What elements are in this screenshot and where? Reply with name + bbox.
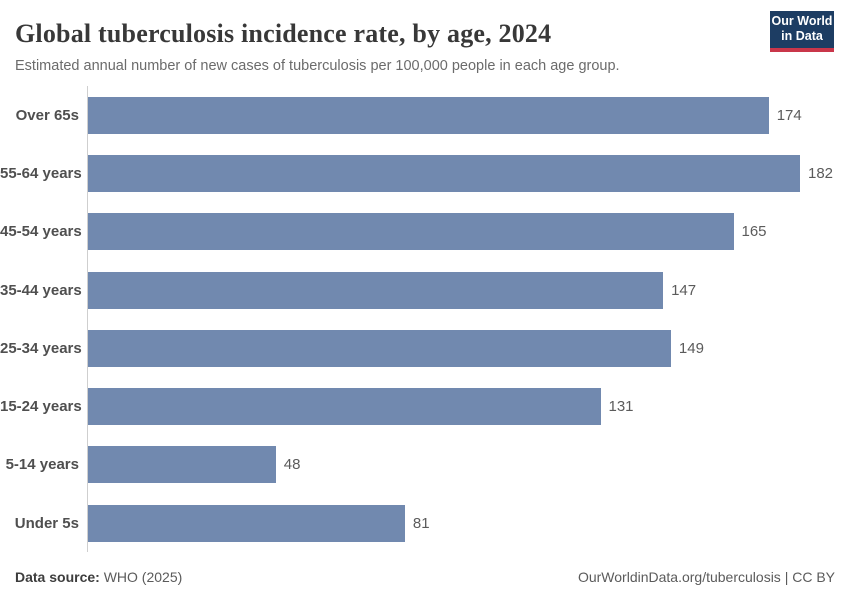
category-label: 55-64 years: [0, 164, 82, 182]
chart-title: Global tuberculosis incidence rate, by a…: [15, 19, 552, 48]
data-source: Data source: WHO (2025): [15, 569, 182, 585]
bar-row: 55-64 years 182: [0, 144, 850, 203]
category-label: 5-14 years: [5, 456, 79, 474]
bar-row: 35-44 years 147: [0, 260, 850, 320]
bar-chart: Over 65s 174 55-64 years 182 45-54 years 165 3…: [0, 86, 850, 553]
bar-track: 147: [87, 260, 850, 320]
bar-track: 165: [87, 202, 850, 261]
bar-track: 182: [87, 144, 850, 203]
value-label: 165: [741, 223, 767, 241]
value-label: 131: [608, 398, 634, 416]
bar[interactable]: [88, 388, 601, 426]
chart-footer: Data source: WHO (2025) OurWorldinData.o…: [15, 569, 835, 585]
owid-logo-line1: Our World: [771, 14, 833, 28]
bar-track: 48: [87, 435, 850, 495]
data-source-label: Data source:: [15, 569, 100, 585]
value-label: 174: [776, 106, 802, 124]
bar[interactable]: [88, 271, 664, 309]
category-label: 15-24 years: [0, 398, 82, 416]
value-label: 149: [678, 339, 704, 357]
value-label: 48: [283, 456, 301, 474]
bar-row: 45-54 years 165: [0, 202, 850, 261]
chart-subtitle: Estimated annual number of new cases of …: [15, 58, 620, 74]
bar-track: 131: [87, 377, 850, 436]
bar[interactable]: [88, 213, 734, 251]
bar-row: Over 65s 174: [0, 86, 850, 145]
owid-logo-line2: in Data: [781, 29, 823, 43]
value-label: 182: [808, 164, 834, 182]
attribution-link[interactable]: OurWorldinData.org/tuberculosis | CC BY: [577, 569, 835, 585]
owid-logo[interactable]: Our World in Data: [770, 11, 834, 52]
bar[interactable]: [88, 446, 276, 484]
category-label: 35-44 years: [0, 281, 82, 299]
category-label: Under 5s: [14, 514, 79, 532]
data-source-value: WHO (2025): [99, 569, 183, 585]
bar-row: 25-34 years 149: [0, 319, 850, 378]
bar-row: 15-24 years 131: [0, 377, 850, 436]
value-label: 81: [412, 514, 430, 532]
category-label: 25-34 years: [0, 339, 82, 357]
bar[interactable]: [88, 154, 800, 192]
bar-row: Under 5s 81: [0, 494, 850, 553]
chart-header: Global tuberculosis incidence rate, by a…: [15, 18, 755, 75]
bar[interactable]: [88, 96, 769, 134]
bar-row: 5-14 years 48: [0, 435, 850, 495]
bar-track: 174: [87, 86, 850, 145]
value-label: 147: [671, 281, 697, 299]
bar[interactable]: [88, 504, 405, 542]
bar[interactable]: [88, 329, 671, 367]
category-label: Over 65s: [15, 106, 79, 124]
category-label: 45-54 years: [0, 223, 82, 241]
bar-track: 81: [87, 494, 850, 553]
bar-track: 149: [87, 319, 850, 378]
